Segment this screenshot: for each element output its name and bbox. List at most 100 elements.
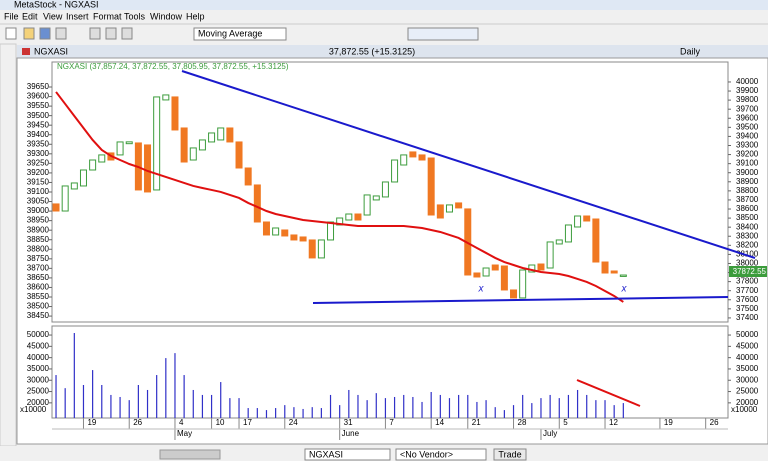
candle xyxy=(281,229,289,237)
candle xyxy=(610,270,618,274)
tool-icon[interactable] xyxy=(55,27,67,40)
indicator-dropdown[interactable] xyxy=(193,27,287,41)
plot: 4000039900398003970039600395003940039300… xyxy=(27,77,759,440)
volume-bar xyxy=(284,405,286,418)
y-tick-label: 39500 xyxy=(736,122,759,131)
x-tick-label: 31 xyxy=(344,418,353,427)
x-tick-label: 19 xyxy=(87,418,96,427)
candle xyxy=(299,236,307,242)
month-label: May xyxy=(177,429,192,438)
volume-bar xyxy=(439,394,441,418)
volume-bar xyxy=(403,394,405,418)
volume-bar xyxy=(393,396,396,418)
candle xyxy=(198,139,206,151)
indicator-name: Moving Average xyxy=(198,28,262,38)
volume-bar xyxy=(467,394,469,418)
y-tick-label: 35000 xyxy=(736,364,759,373)
y-tick-label: 37600 xyxy=(736,295,759,304)
drawing-toolbar xyxy=(0,43,17,447)
x-tick-label: 19 xyxy=(664,418,673,427)
y2-tick-label: 38700 xyxy=(27,263,50,272)
menu-item[interactable]: Window xyxy=(150,11,183,21)
volume-bar xyxy=(192,389,194,418)
candle xyxy=(473,272,481,278)
trade-button[interactable] xyxy=(493,448,527,461)
candle xyxy=(500,265,508,291)
menu-item[interactable]: Tools xyxy=(124,11,146,21)
volume-trend-line[interactable] xyxy=(576,379,641,407)
menu-item[interactable]: Insert xyxy=(66,11,89,21)
tool-icon[interactable] xyxy=(105,27,117,40)
x-tick-label: 14 xyxy=(435,418,444,427)
y-tick-label: 40000 xyxy=(736,77,759,86)
candle xyxy=(601,261,609,274)
y-tick-label: 38700 xyxy=(736,195,759,204)
candle xyxy=(546,241,554,269)
y-tick-label: 38400 xyxy=(736,222,759,231)
y-tick-label: 39800 xyxy=(736,95,759,104)
candle xyxy=(436,204,444,219)
y2-tick-label: 39400 xyxy=(27,130,50,139)
menu-item[interactable]: File xyxy=(4,11,19,21)
moving-average xyxy=(55,91,624,303)
x-tick-label: 26 xyxy=(133,418,142,427)
volume-bar xyxy=(110,394,112,418)
candle xyxy=(217,127,225,141)
candle xyxy=(345,213,353,221)
chart-period: Daily xyxy=(680,46,701,56)
volume-bar xyxy=(613,405,615,418)
trend-line[interactable] xyxy=(181,70,756,259)
menu-item[interactable]: Format xyxy=(93,11,122,21)
y2-tick-label: 39500 xyxy=(27,111,50,120)
candle xyxy=(583,215,591,222)
candle xyxy=(418,154,426,161)
volume-bar xyxy=(329,394,332,418)
y2-tick-label: 38850 xyxy=(27,235,50,244)
tool-icon[interactable] xyxy=(5,27,17,40)
volume-bar xyxy=(265,410,268,418)
y2-tick-label: 38650 xyxy=(27,273,50,282)
support-line[interactable] xyxy=(312,296,729,304)
chart-icon xyxy=(22,48,30,55)
volume-bar xyxy=(101,384,103,418)
y-tick-label: 35000 xyxy=(27,364,50,373)
candle xyxy=(253,184,261,223)
vendor-box[interactable] xyxy=(395,448,487,461)
x-tick-label: 7 xyxy=(389,418,394,427)
candle xyxy=(482,267,490,277)
tool-icon[interactable] xyxy=(39,27,51,40)
candle xyxy=(262,221,270,236)
y2-tick-label: 39100 xyxy=(27,187,50,196)
x-tick-label: 10 xyxy=(216,418,225,427)
candle xyxy=(272,227,280,236)
view-buttons[interactable] xyxy=(407,27,479,41)
y-tick-label: 25000 xyxy=(27,387,50,396)
y-tick-label: 38800 xyxy=(736,186,759,195)
y2-tick-label: 39600 xyxy=(27,92,50,101)
volume-bar xyxy=(448,398,451,418)
candle xyxy=(153,96,161,191)
volume-bar xyxy=(430,392,432,418)
tool-icon[interactable] xyxy=(121,27,133,40)
volume-bar xyxy=(256,408,258,418)
menu-item[interactable]: View xyxy=(43,11,63,21)
y2-tick-label: 39300 xyxy=(27,149,50,158)
volume-bar xyxy=(512,405,515,418)
symbol-box[interactable] xyxy=(304,448,391,461)
chart-symbol: NGXASI xyxy=(34,46,68,56)
volume-bar xyxy=(275,408,277,418)
menu-item[interactable]: Help xyxy=(186,11,205,21)
volume-bar xyxy=(458,394,460,418)
tool-icon[interactable] xyxy=(89,27,101,40)
y-tick-label: 39100 xyxy=(736,159,759,168)
candle xyxy=(519,269,527,299)
color-palette[interactable] xyxy=(159,449,221,460)
y-tick-label: 50000 xyxy=(736,330,759,339)
y-tick-label: 37400 xyxy=(736,313,759,322)
volume-bar xyxy=(55,375,57,418)
menu-item[interactable]: Edit xyxy=(22,11,38,21)
volume-bar xyxy=(366,400,368,418)
y-tick-label: 38200 xyxy=(736,240,759,249)
tool-icon[interactable] xyxy=(23,27,35,40)
